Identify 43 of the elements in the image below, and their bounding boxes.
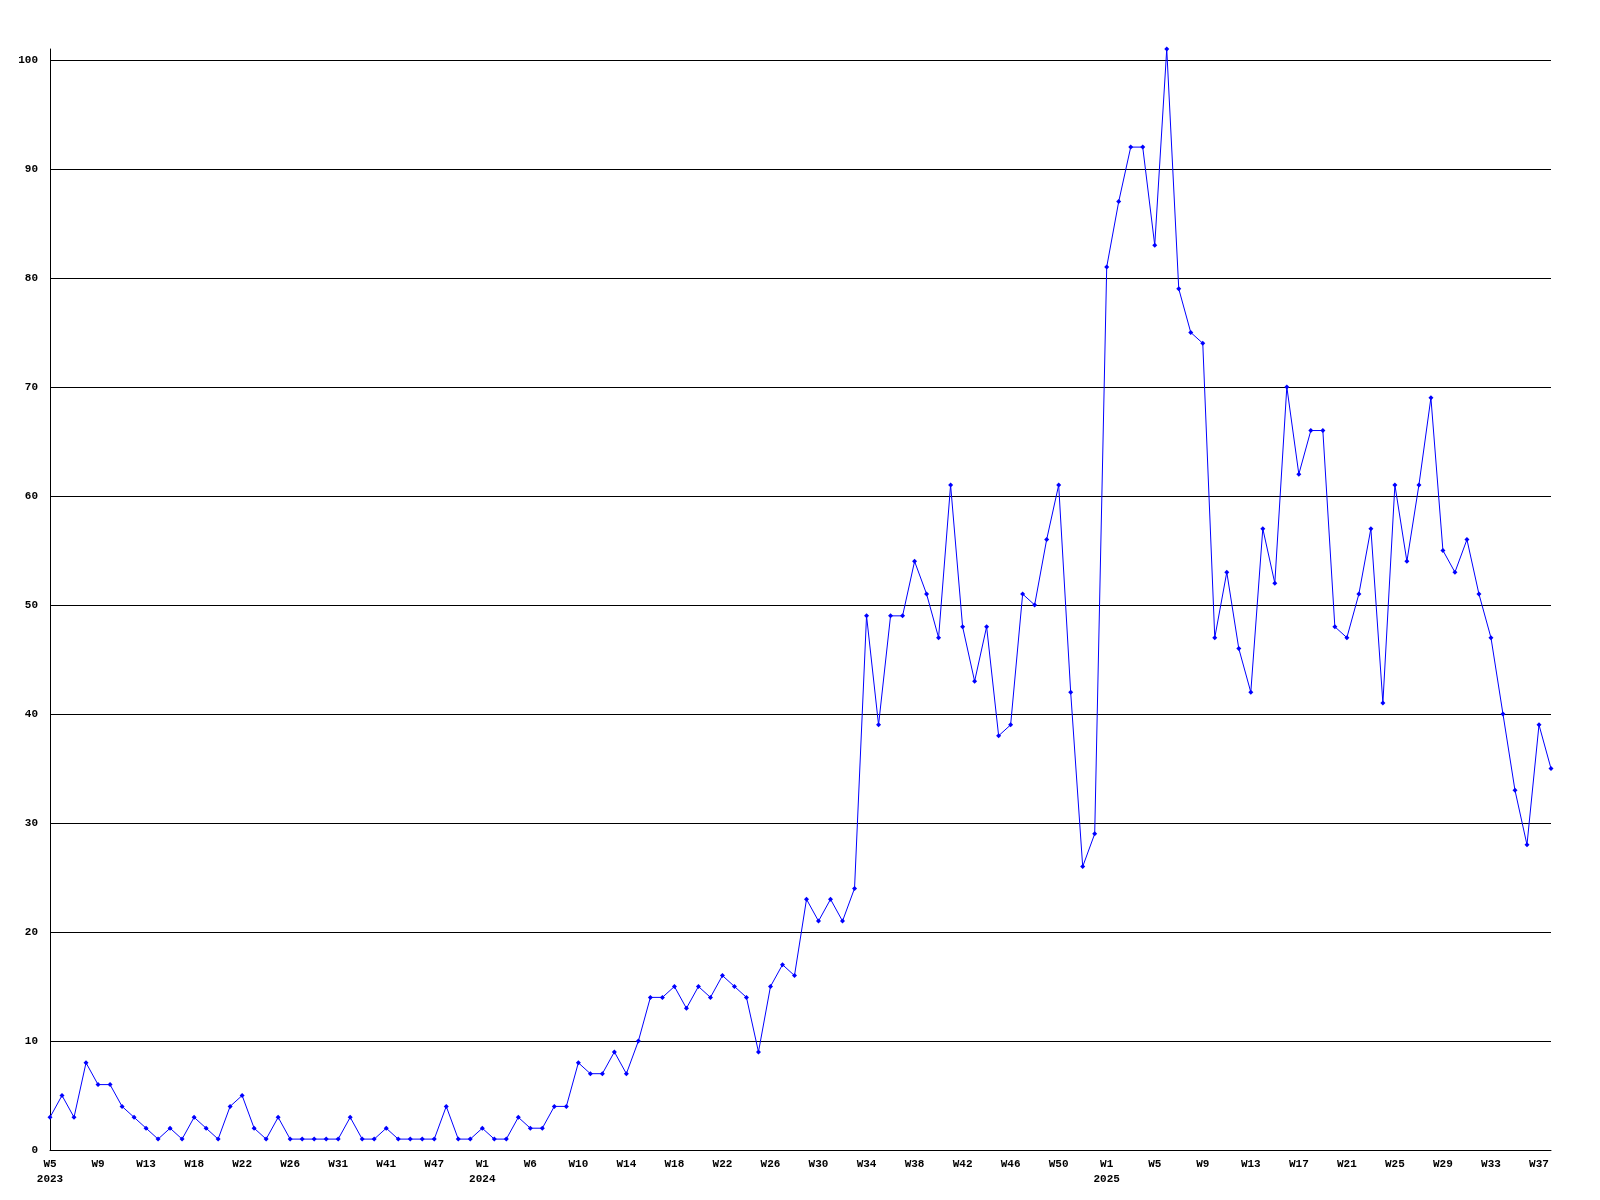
x-tick-label: W46 [1000, 1157, 1021, 1170]
x-tick-label: W33 [1481, 1157, 1502, 1170]
x-tick-label: W22 [232, 1157, 253, 1170]
x-tick-label: W47 [424, 1157, 445, 1170]
y-tick-label: 0 [31, 1144, 38, 1156]
x-tick-label: W18 [664, 1157, 685, 1170]
y-tick-label: 90 [24, 162, 38, 175]
x-tick-label: W30 [808, 1157, 829, 1170]
x-tick-label: W31 [328, 1157, 349, 1170]
y-tick-label: 100 [18, 53, 38, 66]
x-tick-label: W5 2023 [36, 1157, 64, 1185]
x-tick-label: W25 [1384, 1157, 1406, 1170]
x-tick-label: W5 [1148, 1157, 1162, 1170]
x-tick-label: W34 [856, 1157, 877, 1170]
x-tick-label: W22 [712, 1157, 733, 1170]
x-tick-label: W14 [616, 1157, 637, 1170]
x-tick-label: W21 [1336, 1157, 1358, 1170]
x-tick-label: W41 [376, 1157, 397, 1170]
y-tick-label: 20 [24, 925, 38, 938]
x-tick-label: W9 [1196, 1157, 1210, 1170]
y-tick-label: 30 [24, 816, 38, 829]
x-tick-label: W26 [280, 1157, 301, 1170]
x-tick-label: W38 [904, 1157, 925, 1170]
y-tick-label: 40 [24, 707, 38, 720]
x-tick-label: W1 2024 [469, 1157, 496, 1185]
x-tick-label: W50 [1048, 1157, 1069, 1170]
y-tick-label: 80 [24, 271, 38, 284]
x-tick-label: W17 [1288, 1157, 1309, 1170]
y-tick-label: 70 [24, 380, 38, 393]
x-tick-label: W10 [568, 1157, 589, 1170]
y-tick-label: 60 [24, 489, 38, 502]
x-tick-label: W29 [1433, 1157, 1453, 1170]
x-tick-label: W6 [523, 1157, 537, 1170]
x-tick-label: W26 [760, 1157, 781, 1170]
y-tick-label: 50 [24, 598, 38, 611]
x-tick-label: W42 [952, 1157, 973, 1170]
x-tick-label: W9 [91, 1157, 105, 1170]
x-tick-label: W13 [1240, 1157, 1262, 1170]
x-tick-label: W18 [184, 1157, 205, 1170]
x-tick-label: W37 [1529, 1157, 1549, 1170]
y-tick-label: 10 [24, 1034, 38, 1047]
x-tick-label: W1 2025 [1093, 1157, 1121, 1185]
x-tick-label: W13 [136, 1157, 157, 1170]
